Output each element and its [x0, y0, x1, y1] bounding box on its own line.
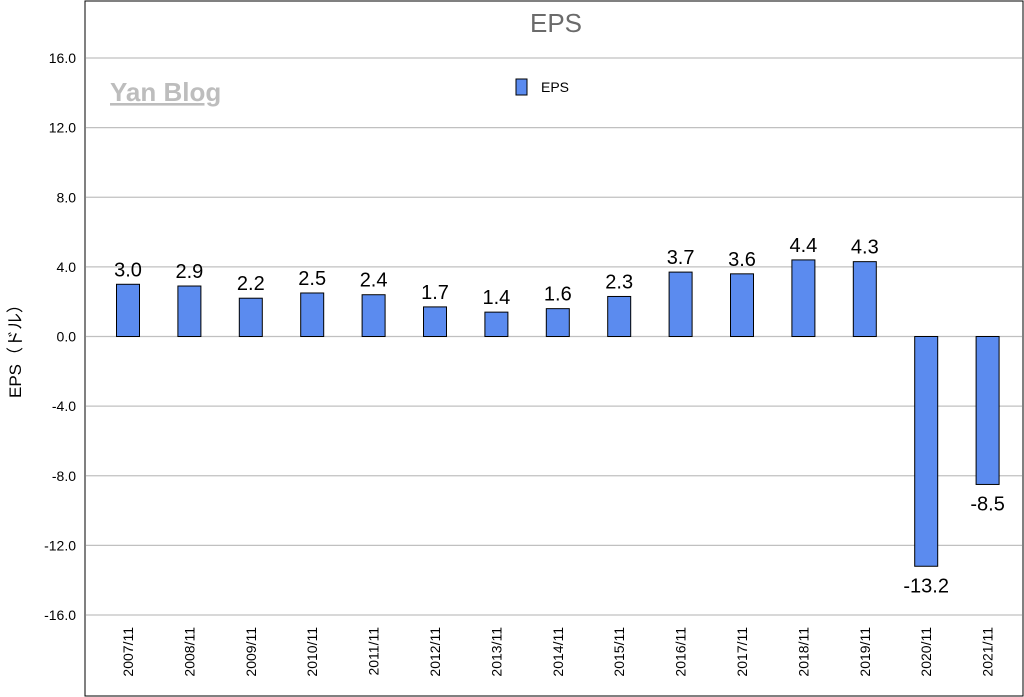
data-label: 2.9: [175, 261, 203, 283]
x-tick-label: 2016/11: [673, 627, 689, 677]
y-tick-label: 12.0: [49, 120, 76, 136]
y-axis-ticks: 16.0 12.0 8.0 4.0 0.0 -4.0 -8.0 -12.0 -16.0: [44, 50, 76, 623]
data-label: 3.7: [667, 247, 695, 269]
data-label: 3.6: [728, 249, 756, 271]
watermark-text: Yan Blog: [110, 77, 221, 107]
legend-label: EPS: [541, 79, 569, 95]
x-tick-label: 2008/11: [181, 627, 197, 677]
bar: [545, 308, 570, 337]
bar: [975, 336, 1000, 485]
y-tick-label: 4.0: [57, 259, 77, 275]
bar: [914, 336, 939, 567]
bar: [177, 285, 202, 338]
data-label: 2.3: [605, 271, 633, 293]
y-tick-label: 8.0: [57, 189, 77, 205]
bar: [423, 306, 447, 337]
bar: [852, 261, 877, 338]
data-label: 3.0: [114, 259, 142, 281]
x-tick-label: 2010/11: [304, 627, 320, 677]
x-tick-label: 2007/11: [120, 627, 136, 677]
legend-swatch: [515, 78, 528, 96]
x-tick-label: 2018/11: [795, 627, 811, 677]
y-axis-label: EPS（ドル）: [6, 296, 25, 398]
y-tick-label: -16.0: [44, 607, 76, 623]
legend: EPS: [515, 78, 569, 96]
bar: [116, 283, 140, 337]
chart-title: EPS: [530, 8, 582, 38]
x-axis-ticks: 2007/11 2008/11 2009/11 2010/11 2011/11 2012/…: [120, 627, 996, 677]
data-label: 1.4: [482, 287, 510, 309]
x-tick-label: 2013/11: [488, 627, 504, 677]
data-label: -13.2: [903, 575, 949, 597]
data-label: 1.6: [544, 284, 572, 306]
y-tick-label: 0.0: [57, 329, 77, 345]
data-label: 2.4: [360, 270, 388, 292]
x-tick-label: 2015/11: [611, 627, 627, 677]
x-tick-label: 2017/11: [734, 627, 750, 677]
x-tick-label: 2019/11: [857, 627, 873, 677]
data-label: 2.2: [237, 273, 265, 295]
x-tick-label: 2021/11: [980, 627, 996, 677]
y-tick-label: 16.0: [49, 50, 76, 66]
x-tick-label: 2011/11: [366, 627, 382, 676]
bar: [484, 311, 509, 338]
bar-series: [116, 259, 1000, 567]
x-tick-label: 2020/11: [918, 627, 934, 677]
bar: [730, 273, 754, 337]
chart-frame: [84, 0, 1024, 697]
data-labels: 3.0 2.9 2.2 2.5 2.4 1.7 1.4 1.6 2.3 3.7 3.6 4.4 4.3 -…: [114, 235, 1005, 597]
bar: [300, 292, 325, 337]
bar: [607, 295, 632, 338]
data-label: 4.4: [789, 235, 817, 257]
y-tick-label: -4.0: [52, 398, 76, 414]
bar: [791, 259, 816, 338]
bar: [238, 297, 263, 337]
x-tick-label: 2009/11: [243, 627, 259, 677]
x-tick-label: 2012/11: [427, 627, 443, 677]
bar: [361, 294, 386, 338]
x-tick-label: 2014/11: [550, 627, 566, 677]
y-tick-label: -12.0: [44, 537, 76, 553]
bar: [668, 271, 693, 337]
y-tick-label: -8.0: [52, 468, 76, 484]
data-label: 1.7: [421, 282, 449, 304]
data-label: 2.5: [298, 268, 326, 290]
data-label: 4.3: [851, 237, 879, 259]
data-label: -8.5: [970, 493, 1004, 515]
